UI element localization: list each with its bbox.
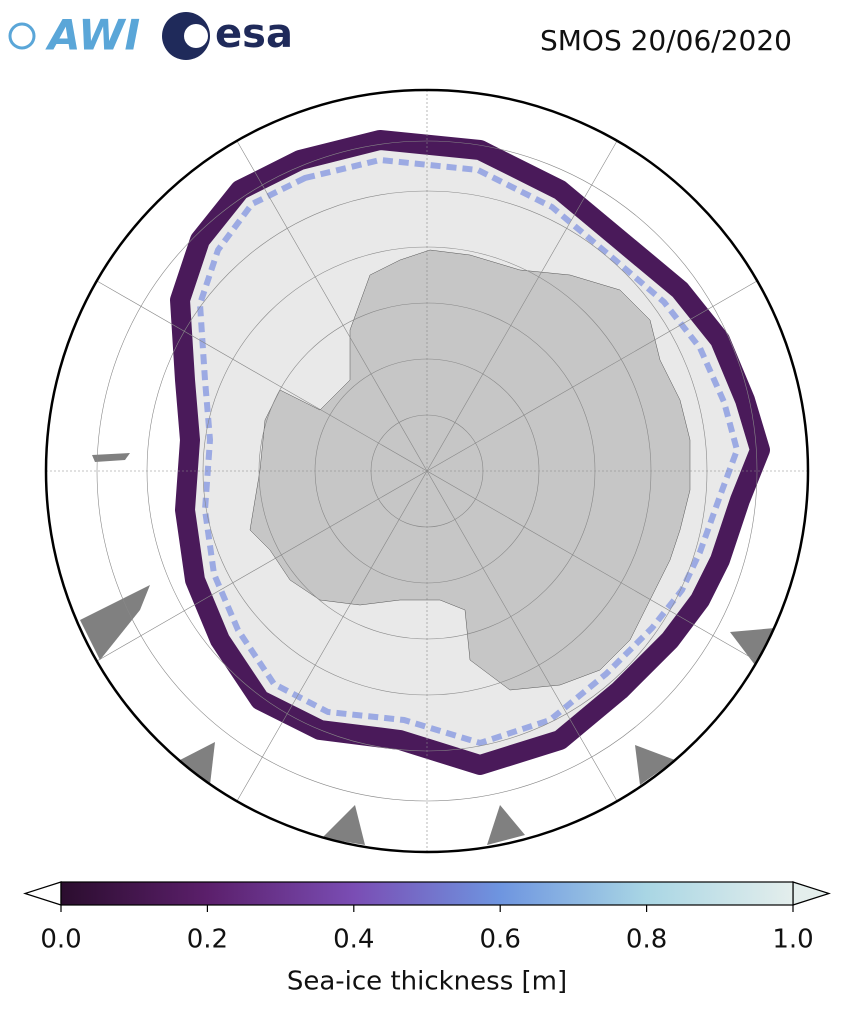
colorbar-extend-high: [792, 881, 831, 906]
colorbar: [60, 881, 794, 906]
colorbar-tick-label: 0.8: [626, 925, 667, 955]
title: SMOS 20/06/2020: [540, 24, 792, 57]
logo-awi-text: AWI: [45, 11, 140, 60]
colorbar-tick-label: 0.6: [480, 925, 521, 955]
colorbar-extend-low: [23, 881, 62, 906]
logo-esa: esa: [162, 11, 293, 60]
map-border: [44, 88, 810, 854]
logo-awi: AWI: [8, 11, 140, 60]
land-masses: [80, 453, 775, 845]
logo-esa-text: esa: [215, 11, 293, 57]
colorbar-tick-label: 0.0: [40, 925, 81, 955]
colorbar-tick-label: 1.0: [772, 925, 813, 955]
continent: [249, 249, 691, 691]
colorbar-tick-label: 0.2: [187, 925, 228, 955]
colorbar-tick-label: 0.4: [333, 925, 374, 955]
map: [46, 90, 808, 852]
colorbar-label: Sea-ice thickness [m]: [287, 967, 567, 997]
graticule: [46, 90, 808, 852]
